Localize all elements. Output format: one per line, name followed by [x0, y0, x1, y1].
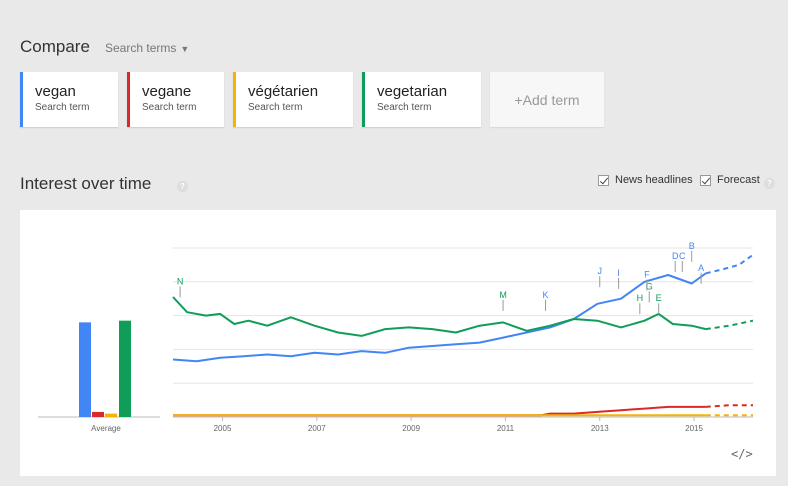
- news-headlines-checkbox[interactable]: [598, 174, 609, 186]
- x-axis-ticks: 2005 2007 2009 2011 2013 2015: [214, 417, 704, 433]
- term-name: vegane: [142, 83, 192, 100]
- average-bar-3: [119, 320, 131, 417]
- x-tick-label-0: 2005: [214, 424, 232, 433]
- term-subtitle: Search term: [248, 102, 303, 113]
- x-tick-label-2: 2009: [402, 424, 420, 433]
- annotation-label-8: E: [656, 293, 662, 303]
- annotation-label-2: K: [543, 290, 549, 300]
- term-card-vegetarian[interactable]: vegetarian Search term: [362, 72, 481, 127]
- term-color-bar: [233, 72, 236, 127]
- term-name: vegetarian: [377, 83, 448, 100]
- annotation-label-7: F: [644, 270, 650, 280]
- term-color-bar: [127, 72, 130, 127]
- term-subtitle: Search term: [35, 102, 90, 113]
- series-line-3: [172, 296, 707, 337]
- search-terms-dropdown[interactable]: Search terms ▼: [105, 41, 189, 55]
- series-lines: [172, 253, 754, 417]
- series-line-1: [173, 405, 706, 417]
- annotation-label-3: J: [597, 266, 602, 276]
- term-card-vegan[interactable]: vegan Search term: [20, 72, 118, 127]
- term-name: vegan: [35, 83, 76, 100]
- annotation-label-11: B: [689, 241, 695, 251]
- average-bar-2: [105, 413, 117, 417]
- average-bar-0: [79, 322, 91, 417]
- annotation-label-9: D: [672, 251, 679, 261]
- series-line-0: [172, 272, 707, 363]
- annotation-label-5: H: [637, 293, 644, 303]
- embed-code-icon[interactable]: </>: [731, 447, 753, 461]
- x-tick-label-3: 2011: [497, 424, 515, 433]
- average-bar-1: [92, 411, 104, 417]
- forecast-toggle[interactable]: Forecast: [700, 174, 760, 186]
- x-tick-label-4: 2013: [591, 424, 609, 433]
- term-color-bar: [20, 72, 23, 127]
- search-terms-dropdown-label: Search terms: [105, 41, 177, 55]
- average-label: Average: [91, 424, 121, 433]
- question-icon[interactable]: ?: [177, 181, 188, 192]
- x-tick-label-1: 2007: [308, 424, 326, 433]
- average-bars: Average: [79, 320, 131, 433]
- term-card-vegetarien[interactable]: végétarien Search term: [233, 72, 353, 127]
- news-headlines-toggle[interactable]: News headlines: [598, 174, 693, 186]
- news-headlines-label: News headlines: [615, 174, 693, 186]
- term-card-vegane[interactable]: vegane Search term: [127, 72, 224, 127]
- news-annotations: N M K J I HGF E D CB A: [177, 241, 704, 315]
- term-subtitle: Search term: [377, 102, 432, 113]
- caret-down-icon: ▼: [180, 44, 190, 54]
- forecast-line-3: [705, 319, 754, 331]
- term-name: végétarien: [248, 83, 319, 100]
- compare-title: Compare: [20, 37, 90, 56]
- forecast-label: Forecast: [717, 174, 760, 186]
- annotation-label-10: C: [679, 251, 686, 261]
- add-term-button[interactable]: +Add term: [490, 72, 604, 127]
- term-subtitle: Search term: [142, 102, 197, 113]
- interest-over-time-title: Interest over time: [20, 174, 152, 193]
- annotation-label-0: N: [177, 276, 184, 286]
- annotation-label-6: G: [646, 281, 653, 291]
- annotation-label-1: M: [499, 290, 507, 300]
- forecast-line-1: [705, 404, 753, 408]
- x-tick-label-5: 2015: [685, 424, 703, 433]
- forecast-help-icon[interactable]: ?: [764, 178, 775, 189]
- forecast-line-0: [705, 253, 754, 275]
- term-color-bar: [362, 72, 365, 127]
- chart-grid: [38, 247, 753, 418]
- annotation-label-12: A: [698, 263, 704, 273]
- annotation-label-4: I: [617, 268, 620, 278]
- forecast-checkbox[interactable]: [700, 174, 711, 186]
